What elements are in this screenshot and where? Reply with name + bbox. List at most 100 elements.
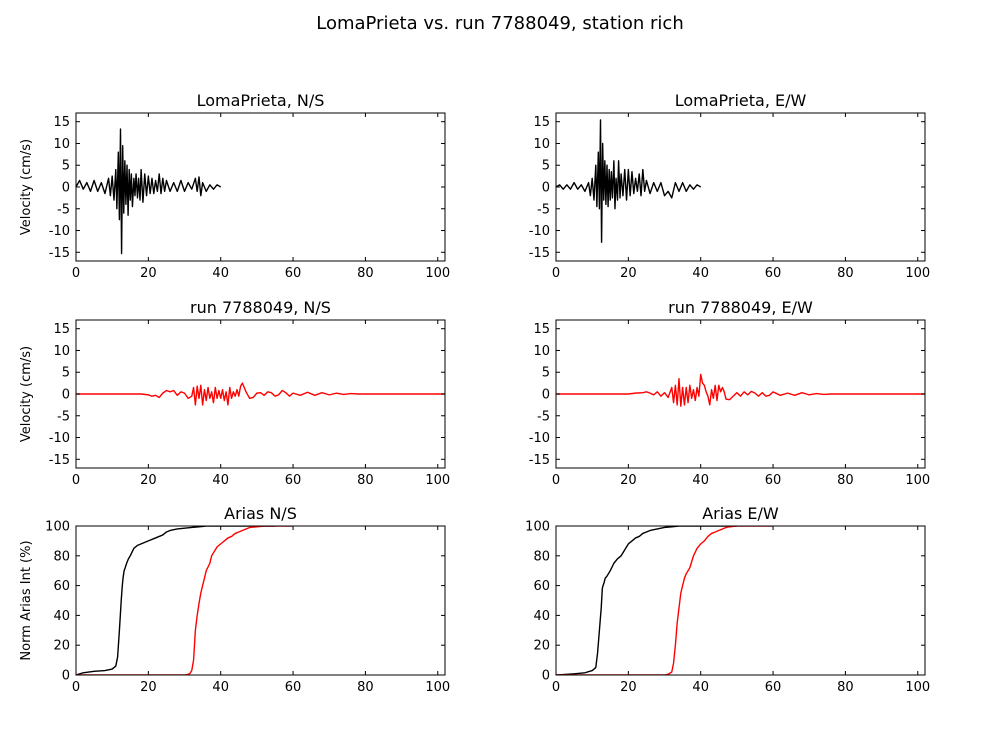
x-tick-label: 20: [620, 473, 637, 488]
x-tick-label: 100: [905, 680, 930, 695]
subplot-2: 0 20 40 60 80 100 -15 -10 -5 0 5 10 15 LomaPrieta, E/…: [529, 91, 930, 281]
x-tick-label: 20: [140, 473, 157, 488]
x-tick-label: 20: [620, 680, 637, 695]
y-tick-label: 15: [533, 115, 550, 130]
x-tick-label: 60: [285, 473, 302, 488]
y-tick-label: 40: [533, 609, 550, 624]
axes-frame: [555, 525, 926, 676]
subplot-title: run 7788049, E/W: [668, 298, 813, 317]
x-tick-label: 80: [357, 473, 374, 488]
y-tick-label: 0: [62, 181, 70, 196]
y-tick-label: 10: [53, 344, 70, 359]
y-tick-label: 60: [53, 579, 70, 594]
y-tick-label: -5: [537, 409, 550, 424]
series-line-1: [556, 119, 702, 243]
x-tick-label: 80: [357, 266, 374, 281]
series-line-2: [556, 526, 774, 675]
y-axis-label: Norm Arias Int (%): [19, 540, 34, 660]
x-tick-label: 40: [692, 473, 709, 488]
y-tick-label: 0: [542, 181, 550, 196]
axes-frame: [75, 525, 446, 676]
y-tick-label: 100: [525, 520, 550, 535]
y-tick-label: -10: [529, 431, 550, 446]
figure-title: LomaPrieta vs. run 7788049, station rich: [316, 13, 684, 34]
subplot-title: Arias N/S: [224, 504, 297, 523]
subplot-title: LomaPrieta, N/S: [197, 91, 325, 110]
x-tick-label: 40: [212, 680, 229, 695]
x-tick-label: 0: [552, 680, 560, 695]
x-tick-label: 0: [72, 266, 80, 281]
y-tick-label: -5: [537, 202, 550, 217]
series-line-2: [76, 526, 294, 675]
series-line-1: [556, 526, 737, 675]
y-tick-label: 15: [53, 322, 70, 337]
y-tick-label: 0: [542, 669, 550, 684]
x-tick-label: 100: [905, 266, 930, 281]
x-tick-label: 60: [285, 266, 302, 281]
y-tick-label: 100: [45, 520, 70, 535]
x-tick-label: 80: [837, 473, 854, 488]
y-tick-label: 10: [533, 137, 550, 152]
x-tick-label: 20: [140, 266, 157, 281]
x-tick-label: 80: [357, 680, 374, 695]
y-tick-label: 10: [53, 137, 70, 152]
x-tick-label: 80: [837, 266, 854, 281]
y-tick-label: -10: [49, 224, 70, 239]
series-line-1: [76, 382, 445, 406]
y-tick-label: 0: [542, 388, 550, 403]
subplot-title: LomaPrieta, E/W: [675, 91, 807, 110]
subplot-1: 0 20 40 60 80 100 -15 -10 -5 0 5 10 15 LomaPrieta, N/…: [19, 91, 450, 281]
x-tick-label: 0: [552, 473, 560, 488]
y-tick-label: 0: [62, 669, 70, 684]
y-tick-label: -15: [529, 246, 550, 261]
x-tick-label: 60: [765, 473, 782, 488]
x-tick-label: 0: [72, 680, 80, 695]
y-tick-label: -15: [49, 453, 70, 468]
subplot-3: 0 20 40 60 80 100 -15 -10 -5 0 5 10 15 run 7788049, N…: [19, 298, 450, 488]
subplot-6: 0 20 40 60 80 100 0 20 40 60 80 100 Arias E/W: [525, 504, 930, 695]
y-tick-label: -10: [49, 431, 70, 446]
y-tick-label: 5: [542, 159, 550, 174]
y-tick-label: 80: [533, 549, 550, 564]
y-tick-label: 0: [62, 388, 70, 403]
y-tick-label: 15: [533, 322, 550, 337]
y-tick-label: -15: [49, 246, 70, 261]
x-tick-label: 0: [552, 266, 560, 281]
series-line-1: [76, 526, 275, 675]
series-line-1: [556, 373, 925, 407]
subplot-title: run 7788049, N/S: [190, 298, 331, 317]
series-line-1: [76, 128, 222, 255]
y-tick-label: -15: [529, 453, 550, 468]
x-tick-label: 40: [212, 266, 229, 281]
y-tick-label: 20: [53, 639, 70, 654]
y-tick-label: 10: [533, 344, 550, 359]
subplot-title: Arias E/W: [702, 504, 779, 523]
x-tick-label: 60: [765, 680, 782, 695]
y-tick-label: 20: [533, 639, 550, 654]
y-axis-label: Velocity (cm/s): [19, 139, 34, 235]
y-tick-label: 5: [62, 159, 70, 174]
y-tick-label: 5: [62, 366, 70, 381]
x-tick-label: 20: [620, 266, 637, 281]
y-tick-label: 5: [542, 366, 550, 381]
subplot-5: 0 20 40 60 80 100 0 20 40 60 80 100 Arias N/S Norm Ar…: [19, 504, 450, 695]
x-tick-label: 40: [692, 266, 709, 281]
x-tick-label: 20: [140, 680, 157, 695]
y-tick-label: 80: [53, 549, 70, 564]
y-tick-label: -5: [57, 202, 70, 217]
y-tick-label: 40: [53, 609, 70, 624]
x-tick-label: 100: [425, 266, 450, 281]
x-tick-label: 60: [285, 680, 302, 695]
x-tick-label: 80: [837, 680, 854, 695]
x-tick-label: 40: [692, 680, 709, 695]
y-tick-label: 15: [53, 115, 70, 130]
x-tick-label: 100: [905, 473, 930, 488]
x-tick-label: 40: [212, 473, 229, 488]
y-tick-label: -5: [57, 409, 70, 424]
y-tick-label: 60: [533, 579, 550, 594]
y-tick-label: -10: [529, 224, 550, 239]
x-tick-label: 100: [425, 680, 450, 695]
subplot-4: 0 20 40 60 80 100 -15 -10 -5 0 5 10 15 run 7788049, E…: [529, 298, 930, 488]
